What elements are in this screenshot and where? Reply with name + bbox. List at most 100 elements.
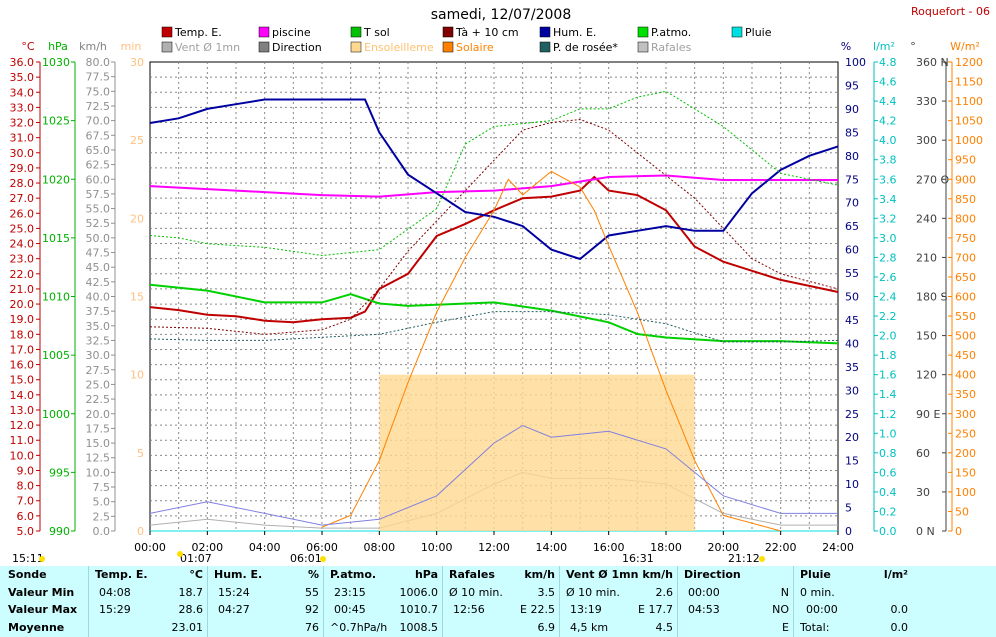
stats-dir: Direction 00:00 N 04:53 NO E (678, 566, 793, 637)
stat-min-time: 15:24 (218, 585, 250, 599)
stat-min-time: 0 min. (800, 585, 835, 599)
plot-area (149, 90, 839, 532)
rain-tick-label: 2.2 (879, 310, 897, 323)
wind-tick-label: 12.5 (86, 452, 111, 465)
temp-tick-label: 36.0 (10, 56, 35, 69)
rain-tick-label: 1.8 (879, 349, 897, 362)
solar-tick-label: 900 (955, 173, 976, 186)
stat-avg-value: 23.01 (171, 620, 204, 634)
solar-tick-label: 650 (955, 271, 976, 284)
x-tick-label: 14:00 (535, 541, 567, 554)
stat-trend: ^0.7hPa/h (330, 620, 388, 634)
legend-swatch (258, 41, 270, 53)
temp-tick-label: 22.0 (10, 268, 35, 281)
stat-min-time: Ø 10 min. (566, 585, 620, 599)
legend-swatch (442, 26, 454, 38)
legend-label: Solaire (456, 41, 494, 54)
legend-label: P.atmo. (651, 26, 691, 39)
sun-tick-label: 30 (130, 56, 144, 69)
dir-tick-label: 90 E (916, 408, 940, 421)
wind-tick-label: 52.5 (86, 217, 111, 230)
hum-tick-label: 35 (845, 361, 859, 374)
wind-tick-label: 77.5 (86, 71, 111, 84)
rain-tick-label: 2.4 (879, 291, 897, 304)
stat-head: Direction (684, 568, 741, 581)
stat-head: Rafales (449, 568, 495, 581)
sun-tick-label: 25 (130, 134, 144, 147)
press-tick-label: 1005 (42, 349, 70, 362)
wind-tick-label: 55.0 (86, 203, 111, 216)
stats-sonde: Sonde Valeur Min Valeur Max Moyenne (0, 566, 88, 637)
temp-tick-label: 33.0 (10, 101, 35, 114)
axis-unit-label: ° (910, 40, 916, 53)
hum-tick-label: 45 (845, 314, 859, 327)
legend-item: Solaire (442, 41, 494, 54)
hum-tick-label: 5 (845, 502, 852, 515)
wind-tick-label: 35.0 (86, 320, 111, 333)
hum-tick-label: 30 (845, 384, 859, 397)
stat-min-value: 1006.0 (399, 585, 439, 599)
axis-unit-label: % (841, 40, 851, 53)
x-tick-label: 02:00 (191, 541, 223, 554)
sun-marker-icon (759, 556, 765, 562)
rain-tick-label: 0.6 (879, 466, 897, 479)
rain-tick-label: 1.4 (879, 388, 897, 401)
rain-tick-label: 4.4 (879, 95, 897, 108)
hum-tick-label: 50 (845, 291, 859, 304)
series-t-sol (149, 283, 839, 345)
series-hum-e (149, 98, 839, 261)
stats-panel: Sonde Valeur Min Valeur Max Moyenne Temp… (0, 566, 996, 637)
rain-tick-label: 0.2 (879, 505, 897, 518)
wind-tick-label: 70.0 (86, 115, 111, 128)
time-marker: 15:11 (12, 552, 44, 565)
legend-item: Vent Ø 1mn (161, 41, 240, 54)
temp-tick-label: 18.0 (10, 328, 35, 341)
temp-tick-label: 15.0 (10, 374, 35, 387)
stat-max-time: 15:29 (99, 603, 131, 616)
stat-unit: % (307, 568, 319, 581)
hum-tick-label: 75 (845, 173, 859, 186)
x-tick-label: 08:00 (363, 541, 395, 554)
legend-item: Pluie (731, 26, 772, 39)
stat-distance: 4,5 km (570, 620, 609, 634)
legend-item: Rafales (637, 41, 692, 54)
wind-tick-label: 37.5 (86, 305, 111, 318)
temp-tick-label: 24.0 (10, 238, 35, 251)
temp-tick-label: 28.0 (10, 177, 35, 190)
axis-unit-label: min (121, 40, 142, 53)
rain-tick-label: 2.8 (879, 251, 897, 264)
solar-tick-label: 700 (955, 251, 976, 264)
wind-tick-label: 40.0 (86, 291, 111, 304)
x-tick-label: 24:00 (822, 541, 854, 554)
wind-tick-label: 45.0 (86, 261, 111, 274)
hum-tick-label: 95 (845, 79, 859, 92)
wind-tick-label: 30.0 (86, 349, 111, 362)
hum-tick-label: 10 (845, 478, 859, 491)
time-marker: 16:31 (622, 552, 654, 565)
dir-tick-label: 270 O (916, 173, 949, 186)
wind-tick-label: 32.5 (86, 334, 111, 347)
temp-tick-label: 11.0 (10, 434, 35, 447)
series-solaire (321, 170, 781, 532)
x-tick-label: 00:00 (134, 541, 166, 554)
sun-tick-label: 10 (130, 369, 144, 382)
rain-tick-label: 1.2 (879, 408, 897, 421)
stat-min-value: N (780, 585, 789, 599)
solar-tick-label: 950 (955, 154, 976, 167)
stat-max-time: 04:27 (218, 603, 250, 616)
temp-tick-label: 17.0 (10, 343, 35, 356)
time-marker: 01:07 (180, 552, 212, 565)
press-tick-label: 995 (49, 466, 70, 479)
dir-tick-label: 210 (916, 251, 937, 264)
stat-head: Vent Ø 1mn (566, 568, 639, 581)
stat-max-value: E 22.5 (520, 603, 555, 616)
stat-head: Temp. E. (95, 568, 148, 581)
stat-avg-value: 4.5 (655, 620, 674, 634)
wind-tick-label: 67.5 (86, 129, 111, 142)
stat-avg-value: 6.9 (537, 620, 556, 634)
row-label-avg: Moyenne (8, 620, 65, 634)
rain-tick-label: 4.8 (879, 56, 897, 69)
stats-header: Sonde (8, 568, 47, 581)
stat-max-value: 0.0 (890, 603, 909, 616)
series-t-10-cm (149, 118, 839, 335)
